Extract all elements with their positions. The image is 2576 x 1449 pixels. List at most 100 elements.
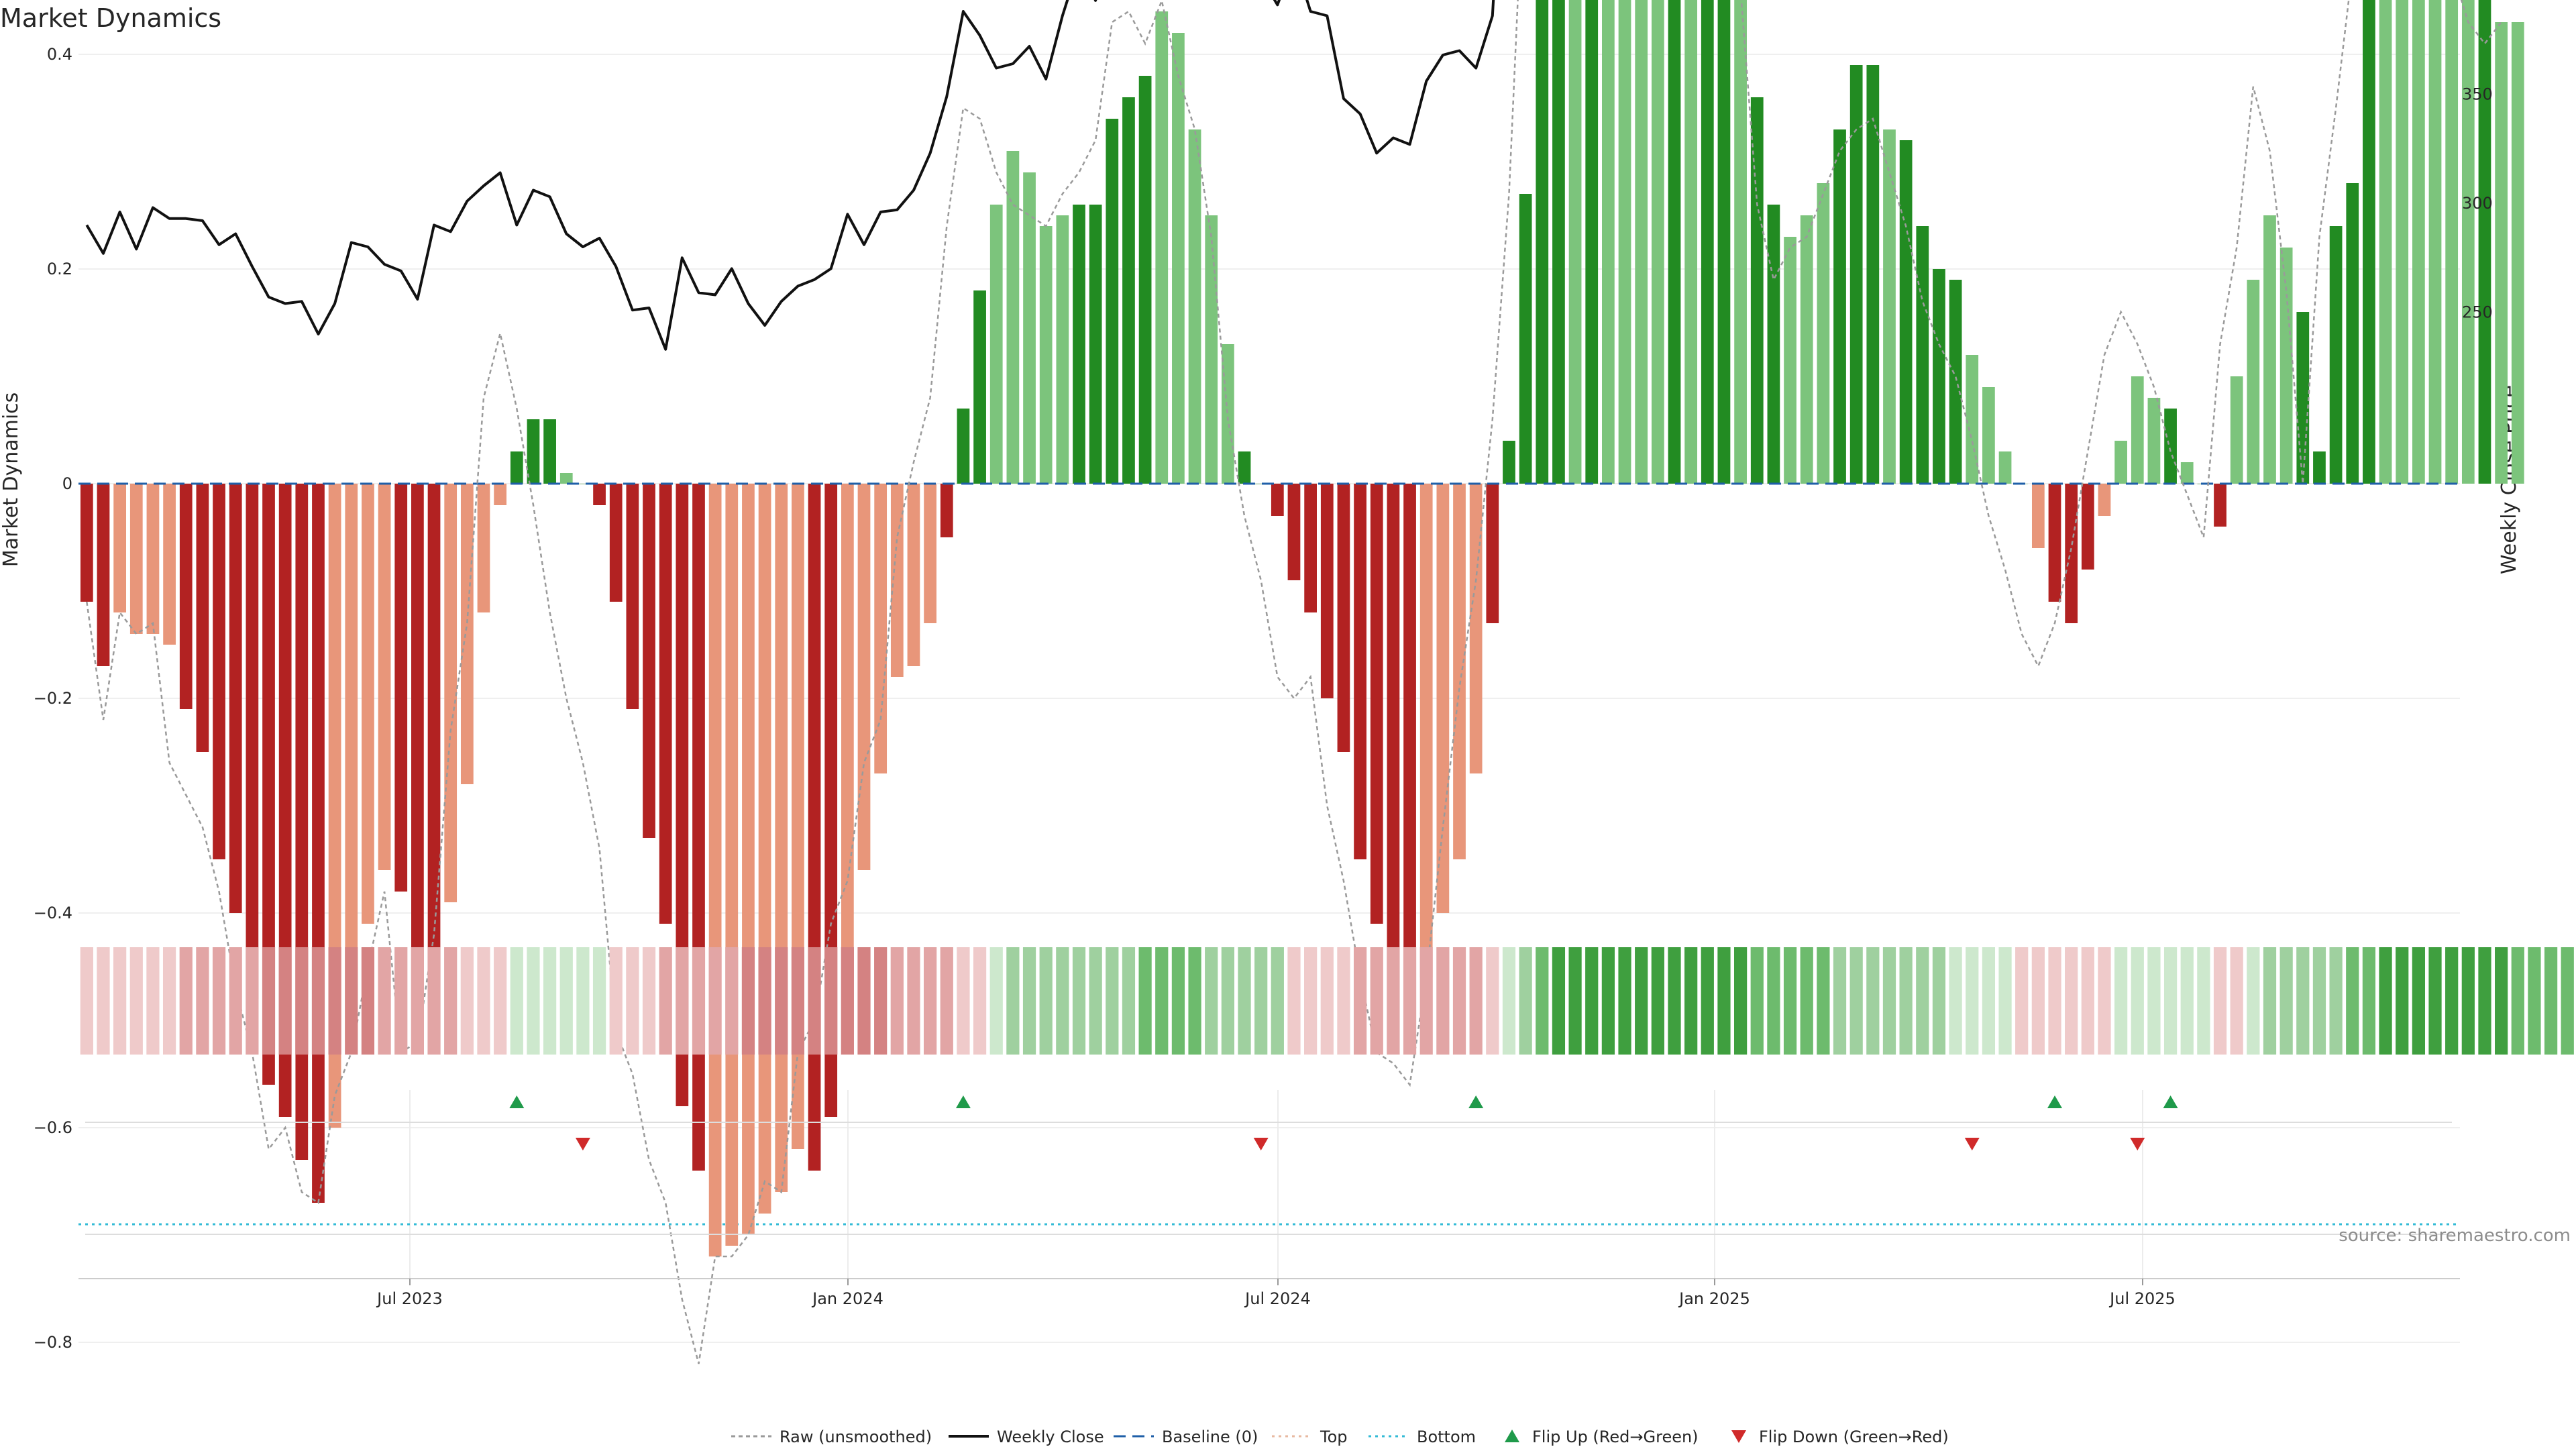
strip-cell <box>2412 947 2425 1055</box>
bar <box>97 484 110 666</box>
strip-cell <box>2015 947 2029 1055</box>
strip-cell <box>2114 947 2128 1055</box>
bar <box>1304 484 1317 612</box>
bar <box>1833 129 1846 484</box>
bar <box>1916 226 1929 484</box>
strip-cell <box>1833 947 1847 1055</box>
bar <box>1271 484 1284 516</box>
strip-cell <box>1205 947 1218 1055</box>
strip-cell <box>328 947 341 1055</box>
bar <box>1552 0 1565 484</box>
strip-cell <box>1387 947 1400 1055</box>
legend-swatch <box>1505 1430 1519 1442</box>
strip-cell <box>2379 947 2392 1055</box>
y2-tick-label: 350 <box>2462 85 2493 104</box>
y-tick-label: −0.6 <box>34 1118 72 1137</box>
bar <box>989 205 1003 484</box>
strip-cell <box>1849 947 1863 1055</box>
strip-cell <box>80 947 93 1055</box>
strip-cell <box>1138 947 1152 1055</box>
source-note: source: sharemaestro.com <box>2339 1226 2571 1246</box>
strip-cell <box>1221 947 1234 1055</box>
strip-cell <box>1106 947 1119 1055</box>
bar <box>1949 280 1962 484</box>
flip-markers <box>509 1095 2178 1150</box>
strip-cell <box>576 947 590 1055</box>
strip-cell <box>1287 947 1301 1055</box>
bar <box>1998 451 2012 484</box>
bar <box>1138 76 1152 484</box>
bar <box>1172 33 1185 484</box>
bar <box>1222 344 1234 484</box>
strip-cell <box>2263 947 2277 1055</box>
strip-cell <box>345 947 358 1055</box>
bar <box>262 484 275 1085</box>
flip-down-marker <box>2130 1138 2145 1150</box>
bar <box>874 484 888 773</box>
strip-cell <box>841 947 854 1055</box>
flip-up-marker <box>2047 1095 2063 1108</box>
bar <box>1717 0 1731 484</box>
bar <box>1800 215 1813 484</box>
bar <box>2031 484 2045 548</box>
strip-cell <box>97 947 110 1055</box>
bar <box>146 484 160 634</box>
strip-cell <box>1519 947 1532 1055</box>
strip-cell <box>808 947 821 1055</box>
strip-cell <box>361 947 375 1055</box>
strip-cell <box>494 947 507 1055</box>
bar <box>1205 215 1218 484</box>
bar <box>808 484 821 1171</box>
x-tick-label: Jul 2025 <box>2108 1289 2176 1308</box>
bar <box>2445 0 2459 484</box>
strip-cell <box>1701 947 1714 1055</box>
bar <box>295 484 309 1160</box>
strip-cell <box>378 947 391 1055</box>
bar <box>2247 280 2260 484</box>
bar <box>924 484 936 623</box>
strip-cell <box>2511 947 2524 1055</box>
strip-cell <box>1552 947 1566 1055</box>
bar <box>2511 22 2524 484</box>
strip-cell <box>2131 947 2144 1055</box>
strip-cell <box>2329 947 2343 1055</box>
bar <box>312 484 325 1203</box>
bar <box>163 484 176 645</box>
y-tick-label: 0 <box>62 474 72 493</box>
strip-cell <box>857 947 871 1055</box>
strip-cell <box>2230 947 2243 1055</box>
strip-cell <box>1916 947 1929 1055</box>
strip-cell <box>824 947 838 1055</box>
strip-cell <box>708 947 722 1055</box>
bar <box>1750 97 1764 484</box>
strip-cell <box>659 947 672 1055</box>
bar <box>2363 0 2375 484</box>
bar <box>1287 484 1301 580</box>
bar <box>1106 119 1119 484</box>
bar <box>2478 0 2491 484</box>
strip-cell <box>2561 947 2574 1055</box>
strip-cell <box>2461 947 2475 1055</box>
bar <box>2180 462 2194 484</box>
strip-cell <box>2180 947 2194 1055</box>
bar <box>2379 0 2392 484</box>
bar <box>80 484 93 602</box>
y-tick-label: 0.4 <box>47 45 72 64</box>
strip-cell <box>791 947 805 1055</box>
strip-cell <box>2163 947 2178 1055</box>
strip-cell <box>196 947 209 1055</box>
bar <box>841 484 854 977</box>
strip-cell <box>907 947 920 1055</box>
bar <box>708 484 722 1256</box>
strip-cell <box>1800 947 1813 1055</box>
strip-cell <box>2312 947 2326 1055</box>
bar <box>973 290 986 484</box>
bar <box>2214 484 2226 527</box>
strip-cell <box>477 947 490 1055</box>
bar <box>494 484 507 505</box>
strip-cell <box>2098 947 2111 1055</box>
strip-cell <box>1982 947 1996 1055</box>
bar <box>2329 226 2343 484</box>
y2-tick-label: 300 <box>2462 194 2493 213</box>
